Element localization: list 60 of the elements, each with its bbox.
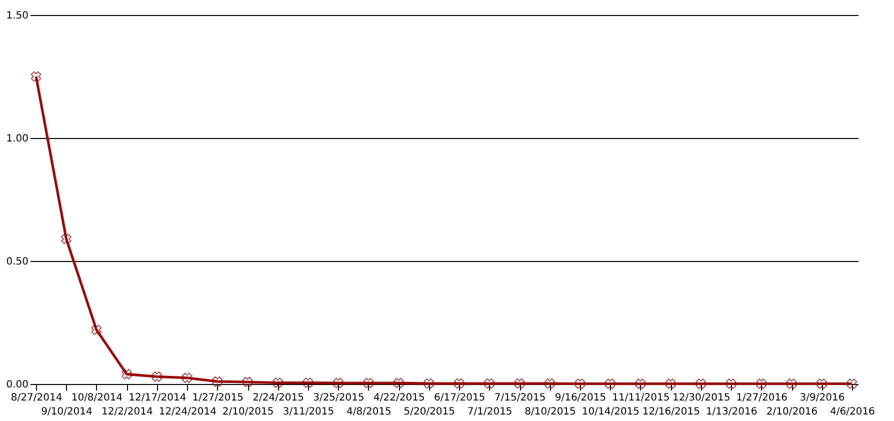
point bbox=[91, 324, 102, 336]
y-tick-label: 1.50 bbox=[6, 10, 28, 22]
point bbox=[182, 372, 192, 384]
point bbox=[484, 378, 495, 389]
x-tick-label: 4/22/2015 bbox=[374, 392, 425, 404]
point bbox=[424, 378, 434, 389]
point bbox=[756, 378, 766, 389]
point bbox=[363, 378, 374, 388]
x-tick-label: 6/17/2015 bbox=[434, 392, 486, 404]
point bbox=[272, 378, 283, 388]
x-tick-label: 8/27/2014 bbox=[10, 392, 62, 404]
x-tick-label: 12/30/2015 bbox=[672, 392, 730, 404]
point bbox=[302, 378, 314, 388]
y-tick-label: 0.00 bbox=[6, 380, 28, 390]
point bbox=[696, 378, 706, 389]
point bbox=[846, 378, 858, 389]
point bbox=[665, 378, 676, 389]
x-tick-label: 7/1/2015 bbox=[467, 406, 512, 418]
x-tick-label: 10/14/2015 bbox=[582, 406, 640, 418]
point bbox=[816, 378, 827, 389]
x-tick-label: 2/10/2015 bbox=[222, 406, 274, 418]
point bbox=[393, 378, 404, 388]
y-tick-label: 1.00 bbox=[6, 134, 28, 144]
x-tick-label: 7/15/2015 bbox=[494, 392, 546, 404]
point bbox=[635, 378, 646, 389]
x-tick-label: 11/11/2015 bbox=[612, 392, 670, 404]
x-tick-label: 12/16/2015 bbox=[642, 406, 700, 418]
point bbox=[574, 378, 586, 389]
x-tick-label: 10/8/2014 bbox=[71, 392, 123, 404]
x-tick-label: 12/17/2014 bbox=[128, 392, 186, 404]
x-tick-label: 3/25/2015 bbox=[313, 392, 364, 404]
point bbox=[454, 378, 464, 389]
x-tick-label: 8/10/2015 bbox=[524, 406, 576, 418]
point bbox=[544, 378, 555, 389]
x-tick-label: 9/16/2015 bbox=[554, 392, 606, 404]
point bbox=[152, 371, 162, 382]
x-tick-label: 12/2/2014 bbox=[102, 406, 153, 418]
x-tick-label: 5/20/2015 bbox=[404, 406, 456, 418]
x-tick-label: 2/10/2016 bbox=[766, 406, 818, 418]
x-tick-label: 4/8/2015 bbox=[346, 406, 392, 418]
x-tick-label: 12/24/2014 bbox=[158, 406, 216, 418]
point bbox=[212, 376, 223, 387]
x-tick-label: 4/6/2016 bbox=[830, 406, 875, 418]
point bbox=[726, 378, 736, 389]
x-tick-label: 1/27/2016 bbox=[736, 392, 788, 404]
point bbox=[30, 71, 42, 82]
point bbox=[333, 378, 344, 388]
x-tick-label: 3/9/2016 bbox=[800, 392, 845, 404]
point bbox=[605, 378, 616, 389]
point bbox=[61, 234, 72, 244]
point bbox=[242, 376, 253, 388]
x-tick-label: 3/11/2015 bbox=[282, 406, 334, 418]
point bbox=[786, 378, 797, 389]
y-tick-label: 0.50 bbox=[6, 256, 28, 268]
x-tick-label: 9/10/2014 bbox=[41, 406, 92, 418]
x-tick-label: 1/27/2015 bbox=[192, 392, 244, 404]
x-tick-label: 1/13/2016 bbox=[706, 406, 758, 418]
x-tick-label: 2/24/2015 bbox=[252, 392, 304, 404]
point bbox=[514, 378, 525, 389]
point bbox=[122, 368, 132, 380]
